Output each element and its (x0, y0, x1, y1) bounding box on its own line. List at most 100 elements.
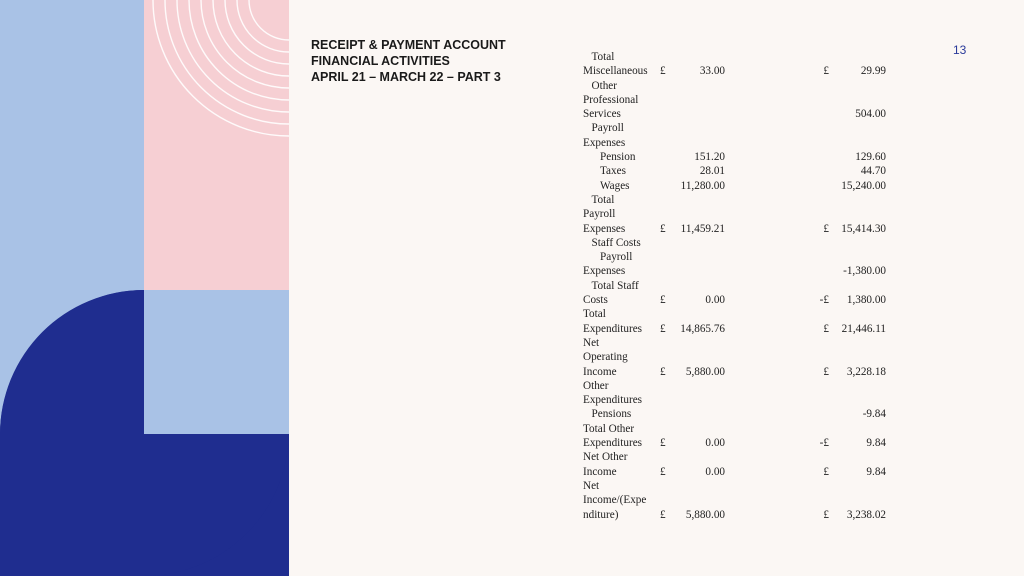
row-label: Total (591, 51, 615, 63)
table-row: Other (583, 379, 893, 393)
table-row: Services 504.00 (583, 107, 893, 121)
row-label: Net (583, 479, 600, 492)
currency-2022: £ (660, 437, 666, 450)
value-2021: 3,228.18 (846, 365, 886, 378)
table-row: Income/(Expe (583, 493, 893, 507)
value-2021: 3,238.02 (846, 508, 886, 521)
table-row: Wages 11,280.00 15,240.00 (583, 179, 893, 193)
row-label: Expenses (583, 136, 626, 149)
row-label: Payroll (591, 122, 624, 135)
row-label: Income (583, 465, 617, 478)
table-row: nditure) £5,880.00 £3,238.02 (583, 508, 893, 522)
table-row: Operating (583, 350, 893, 364)
row-label: Net (583, 336, 600, 349)
table-row: Total (583, 307, 893, 321)
value-2022: 0.00 (705, 294, 725, 307)
value-2021: 15,414.30 (841, 222, 886, 235)
row-label: Other (591, 79, 617, 92)
currency-2021: £ (823, 508, 829, 521)
title-line-2: FINANCIAL ACTIVITIES (311, 54, 450, 68)
row-label: Miscellaneous (583, 65, 648, 78)
table-row: Total (583, 193, 893, 207)
blue-square (144, 290, 289, 435)
value-2022: 14,865.76 (680, 322, 725, 335)
currency-2021: £ (823, 322, 829, 335)
row-label: Expenses (583, 222, 626, 235)
currency-2021: -£ (819, 294, 829, 307)
row-label: Expenditures (583, 322, 643, 335)
currency-2022: £ (660, 322, 666, 335)
slide-title: RECEIPT & PAYMENT ACCOUNT FINANCIAL ACTI… (311, 37, 506, 85)
table-row: Total (583, 50, 893, 64)
table-row: Payroll (583, 207, 893, 221)
currency-2022: £ (660, 222, 666, 235)
table-row: Miscellaneous £33.00 £29.99 (583, 64, 893, 78)
currency-2021: £ (823, 65, 829, 78)
currency-2022: £ (660, 365, 666, 378)
table-row: Pension 151.20 129.60 (583, 150, 893, 164)
value-2021: 129.60 (855, 151, 886, 164)
value-2021: -1,380.00 (843, 265, 886, 278)
value-2021: 504.00 (855, 108, 886, 121)
table-row: Expenditures £14,865.76 £21,446.11 (583, 322, 893, 336)
table-row: Costs £0.00 -£ 1,380.00 (583, 293, 893, 307)
row-label: Income (583, 365, 617, 378)
row-label: Total (583, 308, 606, 321)
row-label: Payroll (583, 208, 616, 221)
row-label: nditure) (583, 508, 619, 521)
table-row: Professional (583, 93, 893, 107)
value-2022: 33.00 (699, 65, 725, 78)
table-row: Other (583, 79, 893, 93)
row-label: Taxes (600, 165, 626, 178)
value-2021: 9.84 (866, 437, 886, 450)
currency-2022: £ (660, 508, 666, 521)
financial-table: Total Miscellaneous £33.00 £29.99 Other Profe… (583, 50, 893, 522)
row-label: Pension (600, 151, 636, 164)
row-label: Costs (583, 294, 608, 307)
currency-2022: £ (660, 294, 666, 307)
currency-2021: £ (823, 365, 829, 378)
row-label: Total Other (583, 422, 635, 435)
table-row: Expenses £11,459.21 £15,414.30 (583, 222, 893, 236)
value-2022: 0.00 (705, 465, 725, 478)
currency-2021: £ (823, 222, 829, 235)
table-row: Net (583, 336, 893, 350)
value-2022: 11,459.21 (680, 222, 725, 235)
row-label: Total (591, 193, 615, 206)
value-2021: 9.84 (866, 465, 886, 478)
row-label: Net Other (583, 451, 628, 464)
table-row: Total Staff (583, 279, 893, 293)
value-2022: 11,280.00 (680, 179, 725, 192)
row-label: Pensions (591, 408, 632, 421)
table-row: Income £0.00 £9.84 (583, 465, 893, 479)
value-2021: 44.70 (860, 165, 886, 178)
currency-2022: £ (660, 65, 666, 78)
row-label: Expenditures (583, 437, 643, 450)
value-2022: 0.00 (705, 437, 725, 450)
value-2022: 28.01 (699, 165, 725, 178)
page-number: 13 (953, 43, 967, 57)
table-row: Income £5,880.00 £3,228.18 (583, 365, 893, 379)
table-row: Payroll (583, 250, 893, 264)
navy-circle-shape (0, 290, 289, 576)
title-line-3: APRIL 21 – MARCH 22 – PART 3 (311, 70, 501, 84)
row-label: Income/(Expe (583, 494, 647, 507)
row-label: Other (583, 379, 609, 392)
row-label: Staff Costs (591, 236, 641, 249)
currency-2021: -£ (819, 437, 829, 450)
row-label: Total Staff (591, 279, 639, 292)
table-row: Expenditures £0.00 -£ 9.84 (583, 436, 893, 450)
table-row: Staff Costs (583, 236, 893, 250)
value-2021: 29.99 (860, 65, 886, 78)
table-row: Total Other (583, 422, 893, 436)
value-2021: -9.84 (862, 408, 886, 421)
table-row: Taxes 28.01 44.70 (583, 164, 893, 178)
decorative-panel (0, 0, 289, 576)
table-row: Net Other (583, 450, 893, 464)
currency-2021: £ (823, 465, 829, 478)
value-2022: 5,880.00 (685, 365, 725, 378)
table-row: Payroll (583, 121, 893, 135)
title-line-1: RECEIPT & PAYMENT ACCOUNT (311, 38, 506, 52)
table-row: Expenditures (583, 393, 893, 407)
row-label: Payroll (600, 251, 633, 264)
